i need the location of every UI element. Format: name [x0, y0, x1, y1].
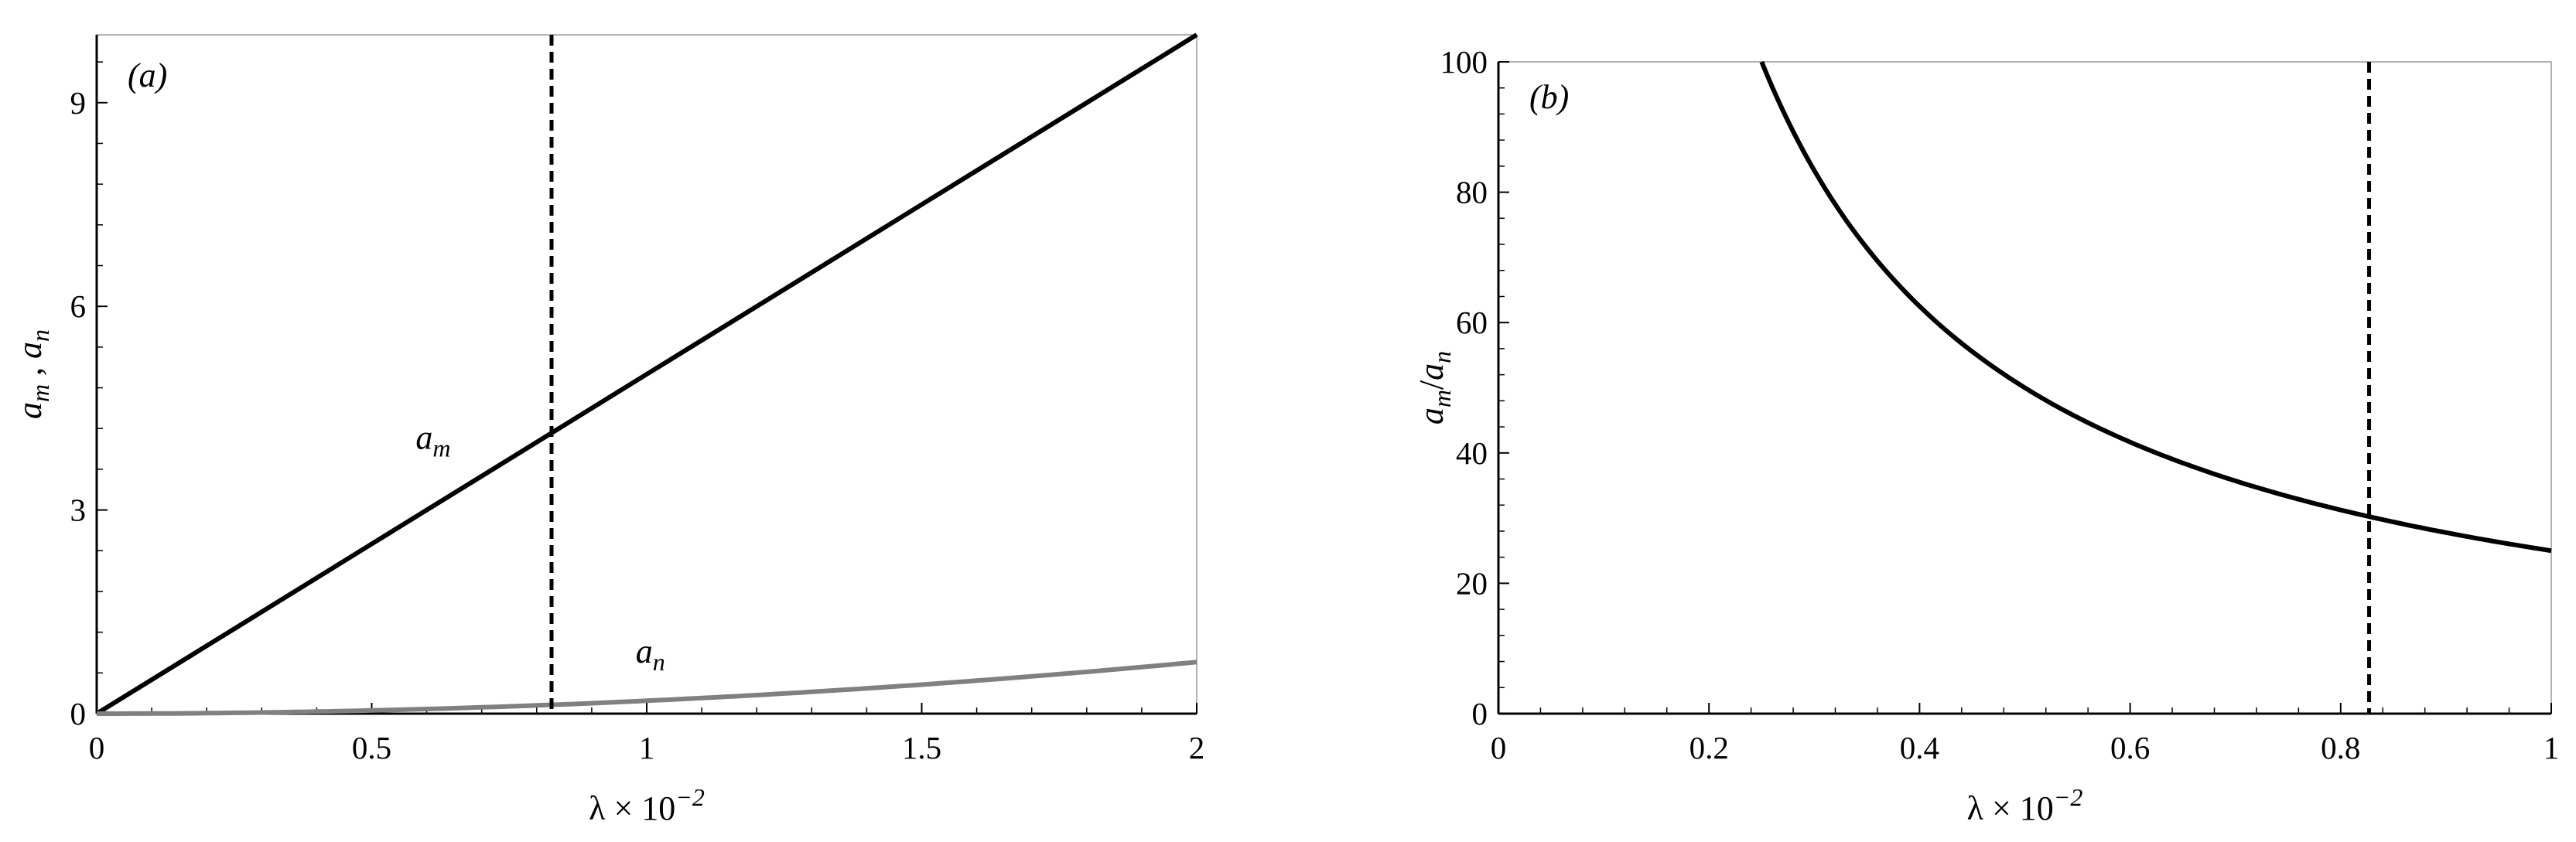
panel-b-y-tick-label: 0 — [1472, 696, 1488, 731]
panel-a-series-0-label-part-0: a — [415, 419, 432, 457]
panel-a-x-axis-label-exp: −2 — [675, 783, 705, 811]
panel-a-tag: (a) — [128, 56, 167, 94]
panel-b-tag: (b) — [1529, 78, 1569, 116]
panel-b-x-tick-label: 1 — [2544, 730, 2560, 765]
panel-a-x-axis-label-main: λ × 10 — [589, 789, 675, 827]
panel-a-y-tick-label: 6 — [70, 288, 87, 324]
panel-a-series-1-label-sub-1: n — [653, 648, 665, 676]
panel-a-series-0-label: am — [415, 419, 450, 462]
panel-b-y-axis-label-part-2: / — [1413, 380, 1450, 390]
panel-b-y-axis-label-part-0: a — [1413, 407, 1450, 424]
panel-a-y-axis-label-sub-1: m — [26, 384, 54, 402]
panel-a-y-axis-label-part-0: a — [11, 402, 49, 419]
panel-a-y-tick-label: 9 — [70, 85, 87, 121]
panel-a-x-tick-label: 1.5 — [902, 730, 941, 765]
panel-a-series-1-label-part-0: a — [636, 632, 653, 670]
panel-a-y-axis-label: am , an — [11, 329, 54, 419]
panel-b-x-axis-label-exp: −2 — [2054, 783, 2083, 811]
panel-b-y-axis-label-sub-4: n — [1428, 351, 1456, 363]
panel-b-x-tick-label: 0.8 — [2321, 730, 2360, 765]
panel-b-y-tick-label: 20 — [1456, 565, 1488, 601]
panel-b-y-tick-label: 40 — [1456, 435, 1488, 471]
panel-b-y-axis-label: am/an — [1413, 351, 1456, 424]
panel-b-y-tick-label: 60 — [1456, 305, 1488, 340]
panel-a-y-axis-label-sub-4: n — [26, 329, 54, 342]
panel-a-x-tick-label: 2 — [1189, 730, 1205, 765]
panel-b-y-axis-label-part-3: a — [1413, 363, 1450, 380]
panel-a-x-tick-label: 0 — [89, 730, 105, 765]
panel-a-series-0-label-sub-1: m — [432, 435, 450, 462]
panel-b-x-tick-label: 0.4 — [1900, 730, 1939, 765]
panel-a-series-1-line — [97, 660, 1197, 716]
panel-a-x-tick-label: 1 — [639, 730, 655, 765]
panel-a-series-1-label: an — [636, 632, 665, 676]
panel-b-series-0-line — [1759, 60, 2552, 554]
panel-b-x-tick-label: 0.6 — [2110, 730, 2150, 765]
panel-b-x-tick-label: 0.2 — [1689, 730, 1729, 765]
panel-b-x-axis-label-main: λ × 10 — [1967, 789, 2054, 827]
panel-a-x-tick-label: 0.5 — [352, 730, 391, 765]
panel-a-y-tick-label: 3 — [70, 493, 87, 528]
panel-b-x-axis-label: λ × 10−2 — [1967, 783, 2083, 827]
panel-a-y-axis-label-part-3: a — [11, 342, 49, 359]
panel-a-y-axis-label-part-2: , — [11, 359, 49, 384]
panel-b-y-tick-label: 100 — [1440, 44, 1488, 80]
panel-a-x-axis-label: λ × 10−2 — [589, 783, 705, 827]
panel-a-series-0-line — [95, 32, 1198, 716]
panel-b-y-tick-label: 80 — [1456, 175, 1488, 210]
panel-a-y-tick-label: 0 — [70, 696, 87, 731]
panel-b-y-axis-label-sub-1: m — [1428, 390, 1456, 407]
panel-b-x-tick-label: 0 — [1491, 730, 1507, 765]
